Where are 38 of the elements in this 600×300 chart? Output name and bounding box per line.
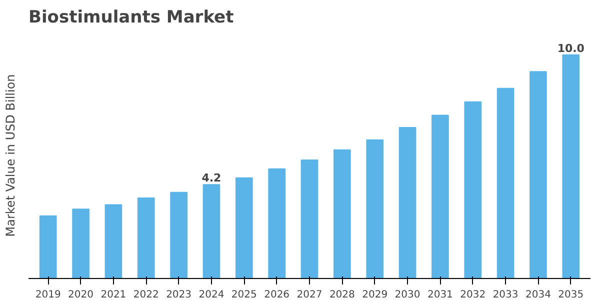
x-tick-label: 2025 (231, 290, 257, 300)
x-tick-label: 2032 (460, 290, 486, 300)
bar (464, 101, 482, 278)
x-tick-label: 2035 (558, 290, 584, 300)
bar (366, 139, 384, 278)
data-label: 4.2 (202, 172, 222, 185)
y-axis-title: Market Value in USD Billion (4, 74, 18, 237)
x-tick-label: 2026 (264, 290, 290, 300)
bar (496, 88, 514, 278)
x-tick-label: 2027 (296, 290, 322, 300)
x-tick-label: 2021 (100, 290, 126, 300)
x-tick-label: 2033 (492, 290, 518, 300)
bar (170, 192, 188, 278)
bar (235, 177, 253, 278)
bar (39, 215, 57, 278)
bar (432, 114, 449, 278)
x-tick-label: 2020 (68, 290, 94, 300)
bar (300, 159, 318, 278)
x-tick-label: 2022 (133, 290, 159, 300)
bar (530, 71, 547, 278)
x-tick-label: 2034 (525, 290, 551, 300)
bar (104, 204, 122, 278)
x-tick-label: 2029 (362, 290, 388, 300)
x-tick-label: 2019 (35, 290, 61, 300)
data-label: 10.0 (557, 42, 585, 55)
chart-title: Biostimulants Market (28, 8, 234, 28)
bar (72, 208, 90, 278)
bar (268, 168, 286, 278)
bar (398, 127, 416, 278)
bar (334, 149, 351, 278)
x-tick-label: 2031 (427, 290, 453, 300)
x-tick-label: 2023 (166, 290, 192, 300)
bar (562, 54, 580, 278)
x-tick-label: 2028 (329, 290, 355, 300)
x-tick-label: 2030 (394, 290, 420, 300)
bar (202, 184, 220, 278)
bar (137, 197, 155, 278)
x-tick-label: 2024 (198, 290, 224, 300)
